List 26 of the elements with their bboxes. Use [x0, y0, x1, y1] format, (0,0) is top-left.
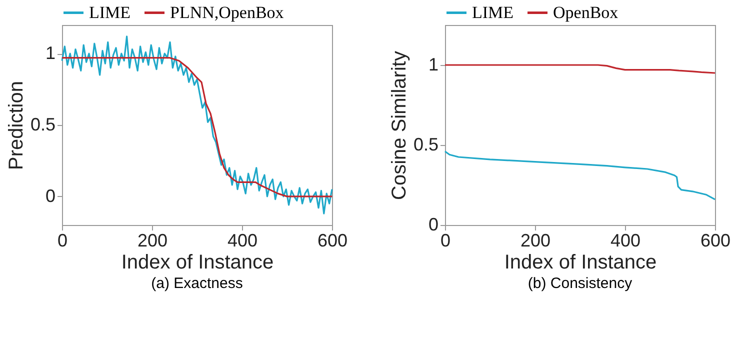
y-axis-title: Prediction — [5, 81, 28, 170]
x-tick-label: 200 — [137, 230, 168, 250]
text: (b) Consistency — [528, 275, 633, 292]
line-series — [61, 36, 333, 214]
x-tick-label: 400 — [227, 230, 258, 250]
x-tick-label: 600 — [317, 230, 348, 250]
y-tick-label: 0 — [45, 186, 56, 206]
y-tick-label: 1 — [428, 54, 438, 74]
legend-label: PLNN,OpenBox — [170, 2, 284, 22]
x-axis-title: Index of Instance — [504, 252, 657, 274]
line-series — [61, 57, 333, 198]
line-series — [444, 150, 716, 200]
y-tick-label: 0 — [428, 214, 438, 234]
y-tick-label: 1 — [45, 43, 56, 64]
text: (a) Exactness — [151, 275, 243, 292]
legend-label: LIME — [472, 2, 514, 22]
y-axis-title: Cosine Similarity — [388, 51, 410, 200]
x-tick-label: 600 — [700, 230, 731, 250]
legend-label: LIME — [89, 2, 131, 22]
line-series — [444, 64, 716, 74]
legend-label: OpenBox — [553, 2, 619, 22]
x-axis-title: Index of Instance — [121, 252, 274, 274]
y-tick-label: 0.5 — [30, 114, 56, 134]
x-tick-label: 400 — [610, 230, 641, 250]
y-tick-label: 0.5 — [413, 134, 438, 154]
x-tick-label: 200 — [520, 230, 551, 250]
